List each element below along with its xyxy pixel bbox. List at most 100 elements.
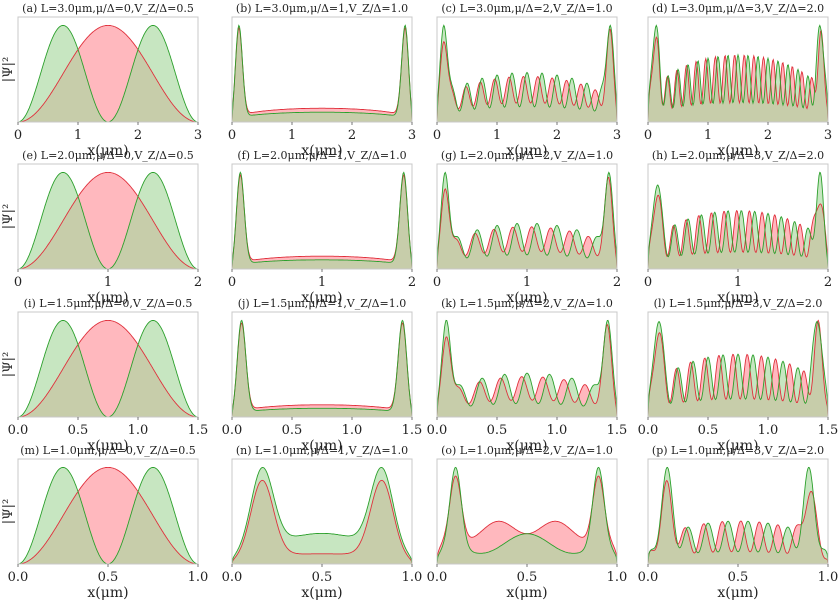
panel-p: (p) L=1.0μm,μ/Δ=3,V_Z/Δ=2.0 0.0 0.5 1.0 x(μm…: [638, 444, 839, 600]
series-red-line: [231, 479, 413, 565]
series-green-fill: [437, 320, 617, 417]
axes-frame: [231, 311, 413, 418]
series-green-fill: [437, 172, 617, 269]
panel-m: (m) L=1.0μm,μ/Δ=0,V_Z/Δ=0.5 0.0 0.5 1.0 x(μm…: [1, 444, 208, 600]
series-red-line: [436, 323, 618, 418]
series-green-fill: [232, 320, 412, 417]
series-red-fill: [232, 175, 412, 269]
x-tick-label: 0: [14, 128, 22, 143]
x-axis-label: x(μm): [717, 143, 758, 159]
x-tick-label: 1.0: [818, 570, 839, 585]
panel-a: (a) L=3.0μm,μ/Δ=0,V_Z/Δ=0.5 0 1 2 3 x(μm) |Ψ|²: [1, 2, 202, 159]
panel-title: (g) L=2.0μm,μ/Δ=2,V_Z/Δ=1.0: [441, 149, 613, 162]
x-tick-label: 0.0: [638, 570, 659, 585]
x-tick-label: 0.0: [638, 423, 659, 438]
panel-title: (h) L=2.0μm,μ/Δ=3,V_Z/Δ=2.0: [652, 149, 824, 162]
x-tick-label: 0: [14, 275, 22, 290]
panel-title: (b) L=3.0μm,μ/Δ=1,V_Z/Δ=1.0: [236, 2, 408, 15]
series-green-line: [436, 466, 618, 565]
series-red-line: [231, 174, 413, 270]
x-tick-label: 1: [318, 275, 326, 290]
axes-frame: [231, 163, 413, 270]
x-tick-label: 0.0: [222, 423, 243, 438]
x-axis-label: x(μm): [301, 143, 342, 159]
x-tick-label: 1.0: [128, 423, 149, 438]
series-green-fill: [232, 25, 412, 122]
x-tick-label: 0.5: [98, 570, 119, 585]
series-green-fill: [18, 467, 198, 564]
x-tick-label: 0.5: [517, 570, 538, 585]
x-tick-label: 2: [824, 275, 832, 290]
x-axis-label: x(μm): [87, 290, 128, 306]
x-axis-label: x(μm): [506, 438, 547, 454]
panel-title: (j) L=1.5μm,μ/Δ=1,V_Z/Δ=1.0: [238, 297, 407, 310]
x-tick-label: 1.0: [342, 423, 363, 438]
series-green-line: [647, 171, 829, 270]
axes-frame: [17, 311, 199, 418]
x-axis-label: x(μm): [717, 585, 758, 600]
series-red-line: [436, 28, 618, 123]
x-tick-label: 3: [194, 128, 202, 143]
panel-d: (d) L=3.0μm,μ/Δ=3,V_Z/Δ=2.0 0 1 2 3 x(μm): [644, 2, 832, 159]
x-tick-label: 3: [408, 128, 416, 143]
y-axis-label: |Ψ|²: [1, 57, 16, 82]
series-red-fill: [437, 476, 617, 564]
x-tick-label: 1.5: [402, 423, 423, 438]
series-green-line: [436, 319, 618, 418]
x-axis-label: x(μm): [87, 585, 128, 600]
x-axis-label: x(μm): [87, 143, 128, 159]
axes-frame: [436, 16, 618, 123]
x-tick-label: 0.0: [8, 570, 29, 585]
x-tick-label: 3: [824, 128, 832, 143]
series-red-line: [18, 24, 198, 123]
series-red-line: [18, 319, 198, 418]
panel-o: (o) L=1.0μm,μ/Δ=2,V_Z/Δ=1.0 0.0 0.5 1.0 x(μm…: [427, 444, 628, 600]
x-tick-label: 0.0: [8, 423, 29, 438]
panel-title: (d) L=3.0μm,μ/Δ=3,V_Z/Δ=2.0: [652, 2, 824, 15]
x-tick-label: 0.5: [698, 423, 719, 438]
x-tick-label: 0.5: [312, 570, 333, 585]
x-tick-label: 0: [228, 128, 236, 143]
series-green-fill: [437, 467, 617, 564]
panel-j: (j) L=1.5μm,μ/Δ=1,V_Z/Δ=1.0 0.0 0.5 1.0 1.5 x…: [222, 297, 423, 454]
x-tick-label: 1.5: [188, 423, 209, 438]
x-axis-label: x(μm): [717, 290, 758, 306]
series-green-fill: [18, 172, 198, 269]
series-green-line: [647, 466, 829, 565]
panel-i: (i) L=1.5μm,μ/Δ=0,V_Z/Δ=0.5 0.0 0.5 1.0 1.5 x…: [1, 297, 208, 454]
series-red-line: [231, 26, 413, 123]
x-tick-label: 2: [194, 275, 202, 290]
x-tick-label: 1.0: [758, 423, 779, 438]
x-tick-label: 1.5: [607, 423, 628, 438]
series-green-fill: [648, 321, 828, 417]
y-axis-label: |Ψ|²: [1, 204, 16, 229]
series-green-line: [231, 24, 413, 123]
series-green-line: [436, 24, 618, 123]
panel-b: (b) L=3.0μm,μ/Δ=1,V_Z/Δ=1.0 0 1 2 3 x(μm): [228, 2, 416, 159]
x-axis-label: x(μm): [301, 585, 342, 600]
x-tick-label: 0: [644, 128, 652, 143]
series-red-line: [231, 322, 413, 418]
x-tick-label: 1.0: [188, 570, 209, 585]
axes-frame: [436, 311, 618, 418]
panel-title: (e) L=2.0μm,μ/Δ=0,V_Z/Δ=0.5: [22, 149, 194, 162]
series-red-line: [436, 177, 618, 270]
x-axis-label: x(μm): [301, 290, 342, 306]
axes-frame: [647, 16, 829, 123]
series-green-line: [436, 171, 618, 270]
series-green-line: [231, 319, 413, 418]
x-tick-label: 1.0: [402, 570, 423, 585]
series-green-fill: [648, 25, 828, 122]
x-axis-label: x(μm): [87, 438, 128, 454]
x-axis-label: x(μm): [506, 290, 547, 306]
axes-frame: [17, 16, 199, 123]
x-tick-label: 2: [613, 275, 621, 290]
x-tick-label: 1: [104, 275, 112, 290]
panel-h: (h) L=2.0μm,μ/Δ=3,V_Z/Δ=2.0 0 1 2 x(μm): [644, 149, 832, 306]
x-axis-label: x(μm): [506, 143, 547, 159]
panel-k: (k) L=1.5μm,μ/Δ=2,V_Z/Δ=1.0 0.0 0.5 1.0 1.5 x…: [427, 297, 628, 454]
x-tick-label: 0: [644, 275, 652, 290]
panel-title: (n) L=1.0μm,μ/Δ=1,V_Z/Δ=1.0: [236, 444, 408, 457]
panel-title: (a) L=3.0μm,μ/Δ=0,V_Z/Δ=0.5: [22, 2, 194, 15]
